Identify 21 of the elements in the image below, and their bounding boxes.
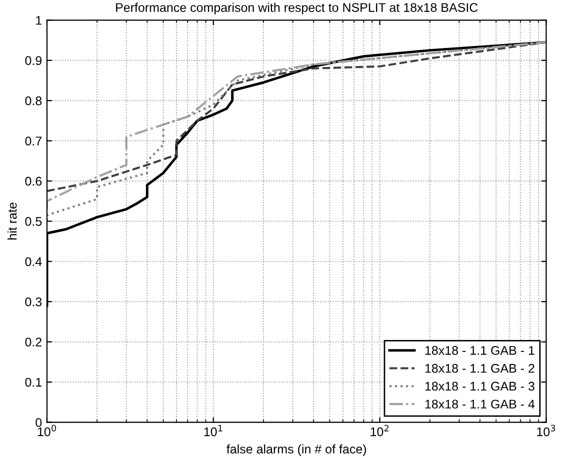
y-tick-label: 1 bbox=[36, 16, 42, 25]
y-tick-label: 0.6 bbox=[25, 176, 42, 186]
y-tick-label: 0.4 bbox=[25, 257, 42, 266]
y-tick-label: 0.3 bbox=[25, 297, 42, 306]
x-tick-label: 10$^{1}$ bbox=[204, 424, 222, 436]
legend-label: 18x18 - 1.1 GAB - 2 bbox=[425, 364, 534, 373]
y-tick-label: 0.1 bbox=[25, 378, 42, 387]
x-tick-label: 10$^{3}$ bbox=[537, 424, 556, 436]
y-tick-label: 0.5 bbox=[25, 217, 42, 226]
y-tick-label: 0.7 bbox=[25, 136, 42, 146]
legend-label: 18x18 - 1.1 GAB - 3 bbox=[425, 382, 534, 391]
y-axis-title: hit rate bbox=[8, 202, 17, 240]
y-tick-label: 0.2 bbox=[25, 338, 42, 347]
x-axis-title: false alarms (in # of face) bbox=[226, 444, 366, 456]
legend-label: 18x18 - 1.1 GAB - 4 bbox=[425, 400, 535, 409]
chart-title: Performance comparison with respect to NSPLIT at 18x18 BASIC bbox=[116, 2, 478, 14]
y-tick-label: 0 bbox=[36, 418, 42, 427]
y-tick-label: 0.9 bbox=[25, 56, 42, 66]
y-tick-label: 0.8 bbox=[25, 96, 42, 106]
legend-label: 18x18 - 1.1 GAB - 1 bbox=[425, 346, 534, 355]
x-tick-label: 10$^{2}$ bbox=[370, 424, 388, 436]
